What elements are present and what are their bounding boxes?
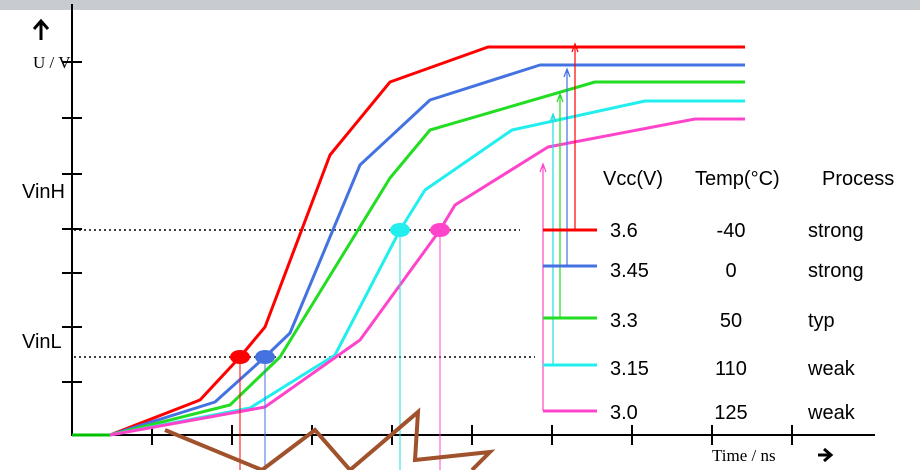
legend-cell: 125 (714, 402, 747, 424)
level-label: VinL (22, 331, 62, 353)
zigzag (165, 412, 490, 470)
legend-cell: strong (808, 220, 864, 242)
legend-cell: 3.6 (610, 220, 638, 242)
legend-swatches (543, 230, 597, 411)
legend-cell: weak (807, 358, 856, 380)
level-label: VinH (22, 181, 65, 203)
legend-cell: 3.0 (610, 402, 638, 424)
axes (62, 4, 875, 445)
legend-cell: 110 (715, 358, 747, 380)
legend-cell: strong (808, 260, 864, 282)
legend-header: Process (822, 168, 894, 190)
threshold-lines (74, 230, 535, 357)
legend-cell: 50 (720, 310, 742, 332)
legend-cell: 3.3 (610, 310, 638, 332)
legend-cell: 3.15 (610, 358, 649, 380)
top-bar (0, 0, 920, 10)
legend-cell: 3.45 (610, 260, 649, 282)
diagram: U / V Time / ns VinH VinL (0, 0, 920, 470)
right-arrow (818, 449, 831, 461)
legend-arrows (540, 44, 578, 411)
legend-cell: typ (808, 310, 835, 332)
legend-cell: -40 (717, 220, 746, 242)
legend-table: Vcc(V) Temp(°C) Process 3.6 -40 strong 3.45… (603, 168, 894, 424)
legend-header: Temp(°C) (695, 168, 780, 190)
legend-cell: weak (807, 402, 856, 424)
legend-header: Vcc(V) (603, 168, 663, 190)
up-arrow (34, 21, 48, 40)
legend-cell: 0 (725, 260, 736, 282)
y-axis-label: U / V (33, 53, 71, 72)
x-axis-label: Time / ns (712, 446, 776, 465)
